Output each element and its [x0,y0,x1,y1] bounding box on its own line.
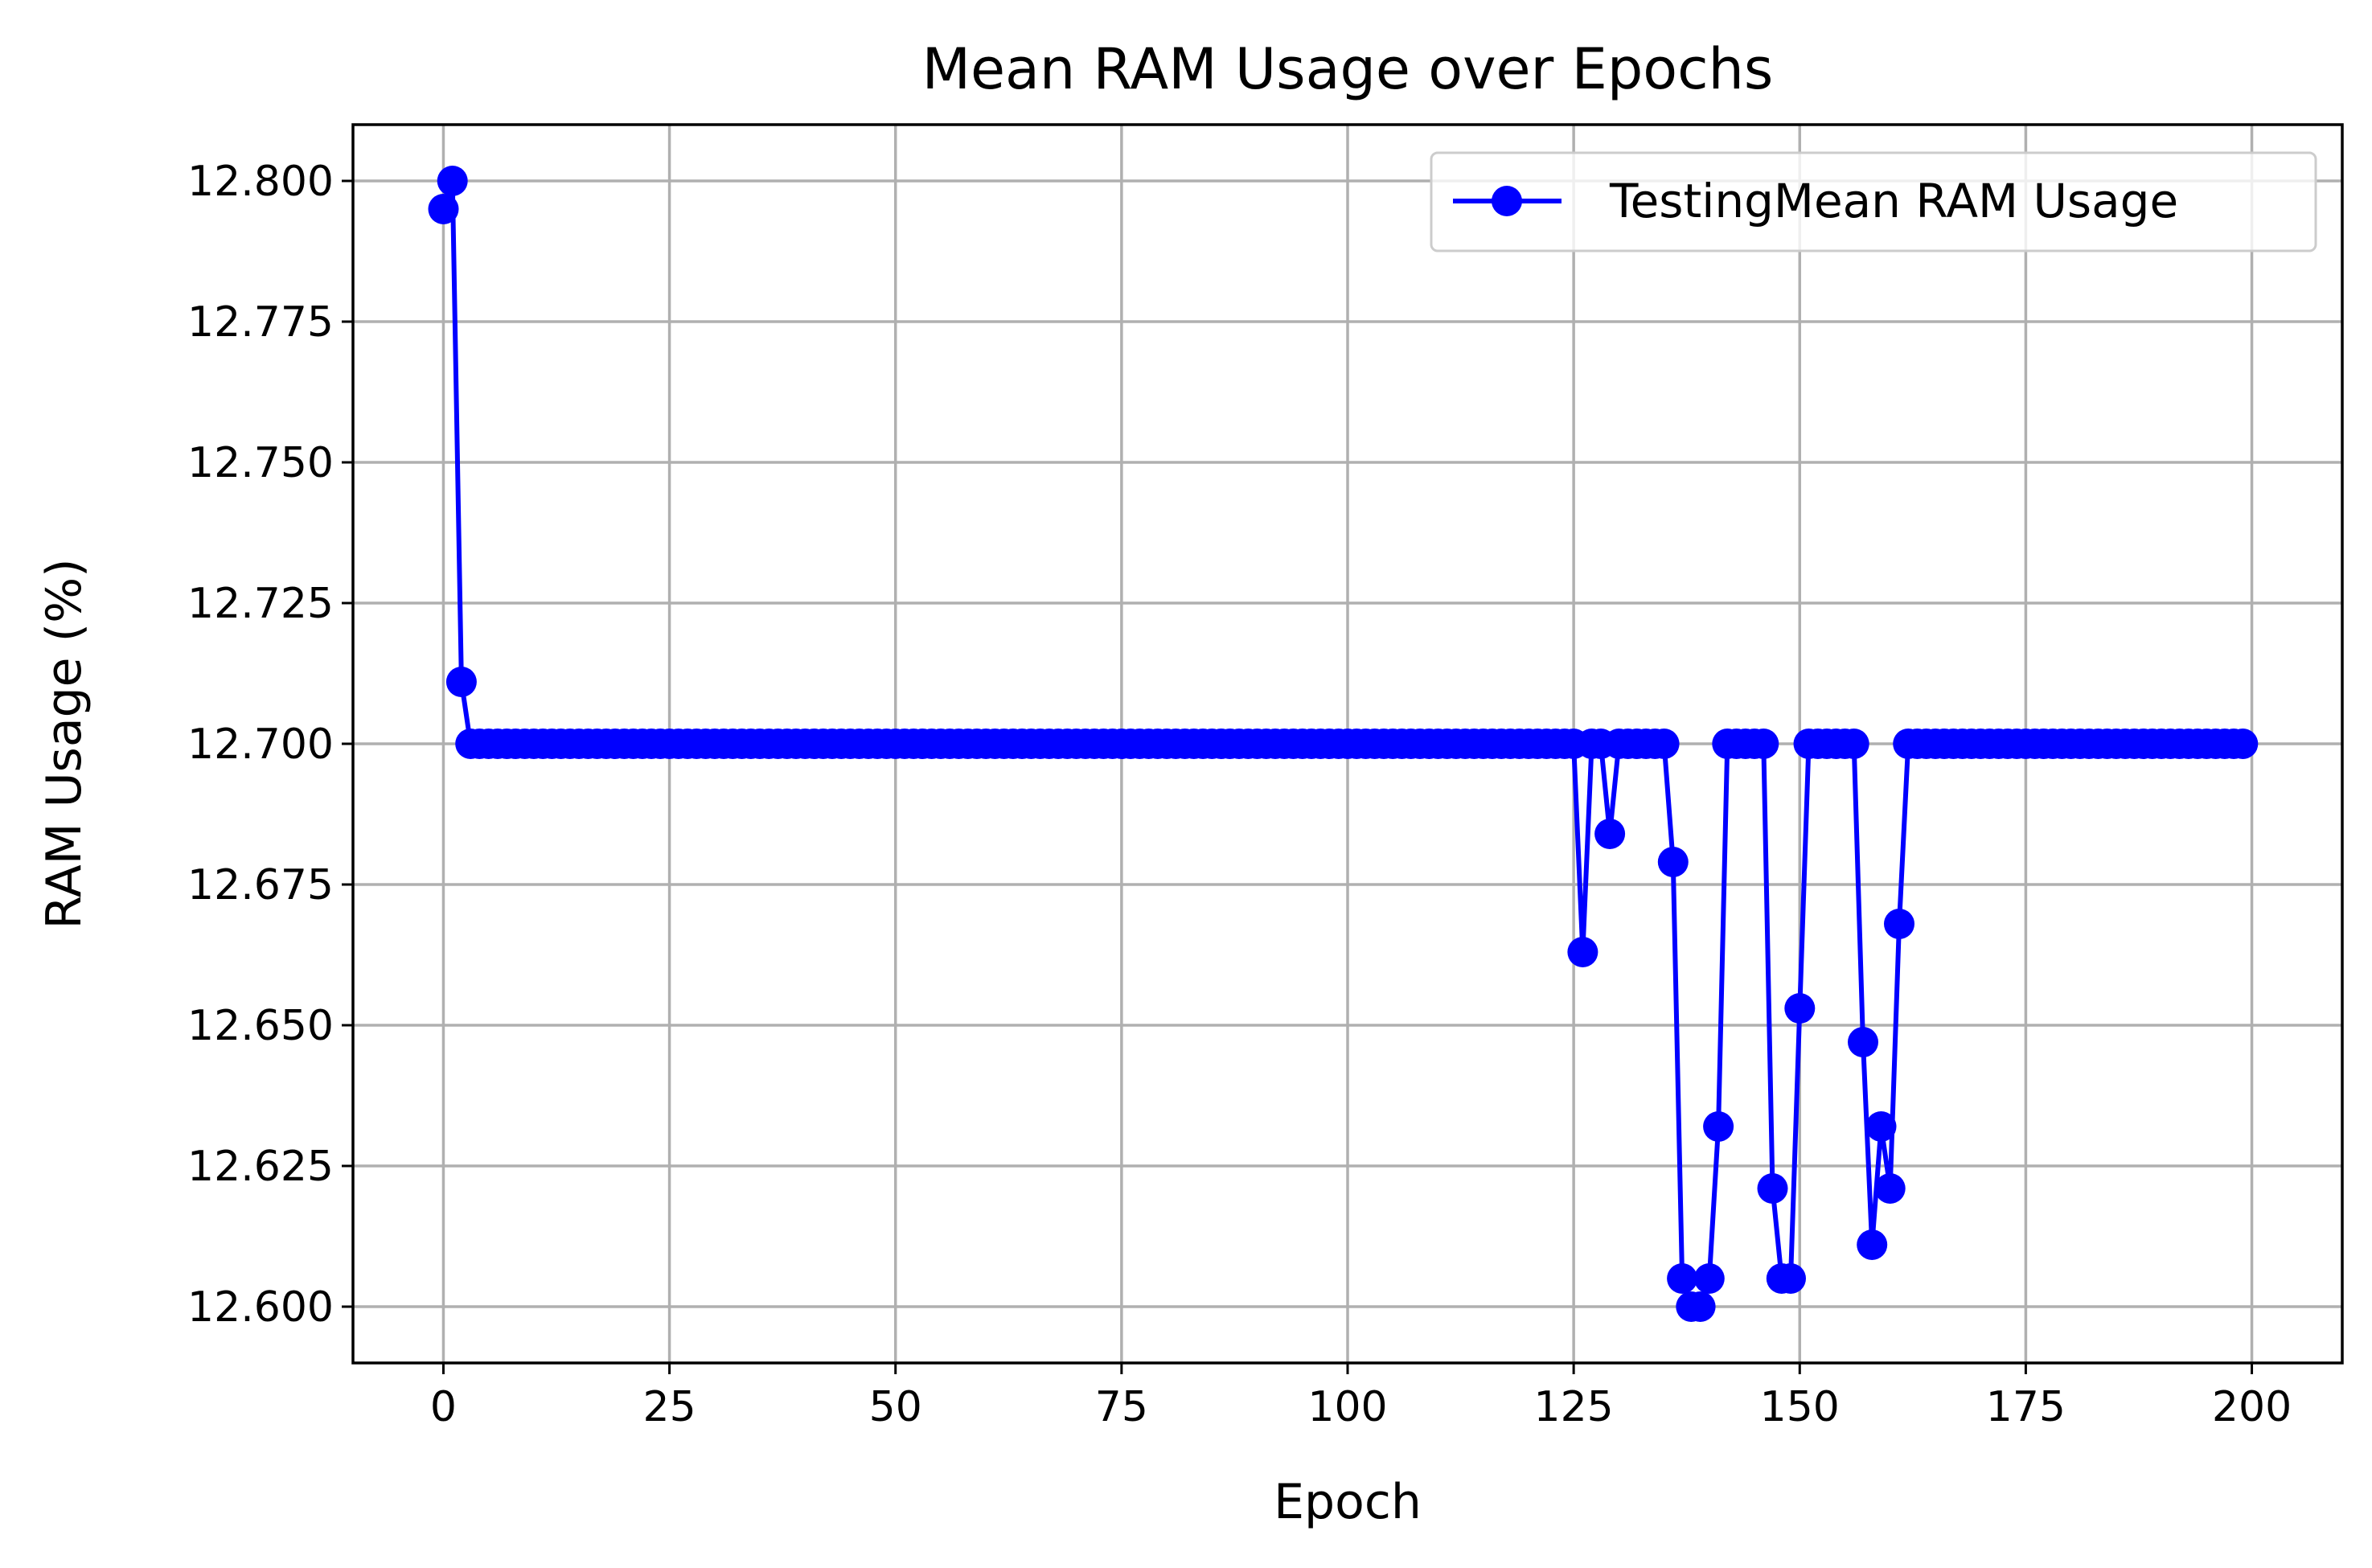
data-point [1748,729,1779,759]
data-point [1648,729,1680,759]
y-tick-label: 12.800 [187,158,334,206]
x-tick-label: 25 [643,1383,696,1431]
y-tick-label: 12.600 [187,1283,334,1332]
data-point [1567,937,1598,967]
y-tick-label: 12.625 [187,1143,334,1191]
legend: TestingMean RAM Usage [1430,151,2317,252]
data-point [2227,729,2259,759]
x-tick-label: 175 [1986,1383,2066,1431]
series-layer [428,166,2259,1322]
y-axis-label: RAM Usage (%) [36,559,92,930]
axis-ticks: 0 25 50 75 100 125 150 175 200 12.600 12.625 12.650… [187,158,2292,1431]
data-point [1884,909,1914,939]
x-tick-label: 75 [1095,1383,1148,1431]
data-point [1784,993,1816,1024]
y-tick-label: 12.725 [187,580,334,628]
data-point [1757,1173,1788,1204]
data-point [1693,1263,1725,1294]
data-point [1657,847,1689,877]
legend-box [1430,151,2317,252]
data-point [437,166,468,196]
data-point [445,667,477,697]
data-point [1857,1229,1888,1260]
data-point [1874,1173,1906,1204]
data-point [1775,1263,1806,1294]
x-tick-label: 200 [2212,1383,2292,1431]
data-point [1865,1111,1897,1142]
y-tick-label: 12.675 [187,861,334,909]
y-tick-label: 12.750 [187,439,334,487]
x-tick-label: 100 [1307,1383,1387,1431]
y-tick-label: 12.700 [187,720,334,769]
data-point [1667,1263,1698,1294]
chart-title: Mean RAM Usage over Epochs [922,36,1774,102]
data-point [1848,1027,1878,1057]
data-point [1838,729,1869,759]
legend-marker-swatch [1492,186,1522,216]
data-point [428,194,459,224]
x-tick-label: 150 [1760,1383,1840,1431]
x-tick-label: 0 [430,1383,457,1431]
data-point [1685,1291,1716,1322]
y-tick-label: 12.775 [187,298,334,347]
x-axis-label: Epoch [1274,1474,1422,1530]
x-tick-label: 125 [1534,1383,1614,1431]
x-tick-label: 50 [869,1383,922,1431]
legend-label: TestingMean RAM Usage [1609,174,2178,228]
y-tick-label: 12.650 [187,1002,334,1050]
data-point [1703,1111,1734,1142]
data-point [1594,819,1626,849]
